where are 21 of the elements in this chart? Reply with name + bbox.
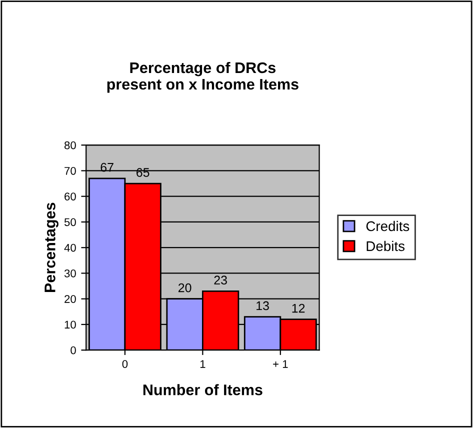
y-tick-label: 40 — [64, 244, 76, 252]
y-tick-label: 50 — [64, 218, 76, 226]
data-label: 20 — [178, 283, 192, 292]
chart-title: Percentage of DRCs present on x Income Items — [107, 62, 298, 93]
y-tick-label: 20 — [64, 295, 76, 303]
data-label: 12 — [292, 304, 305, 313]
legend-label: Credits — [366, 220, 410, 232]
data-label: 13 — [256, 301, 269, 310]
y-tick-label: 0 — [70, 346, 76, 354]
x-axis-title: Number of Items — [143, 384, 262, 396]
data-label: 23 — [214, 276, 227, 285]
y-tick-label: 80 — [64, 141, 76, 150]
y-tick-label: 70 — [64, 166, 76, 175]
x-tick-label: 0 — [122, 360, 128, 368]
x-tick-label: + 1 — [273, 360, 288, 368]
x-tick-label: 1 — [200, 360, 206, 368]
legend-label: Debits — [366, 240, 405, 252]
y-tick-label: 10 — [64, 320, 76, 329]
y-tick-label: 30 — [64, 269, 76, 278]
y-tick-label: 60 — [64, 192, 76, 200]
y-axis-title: Percentages — [44, 202, 58, 292]
